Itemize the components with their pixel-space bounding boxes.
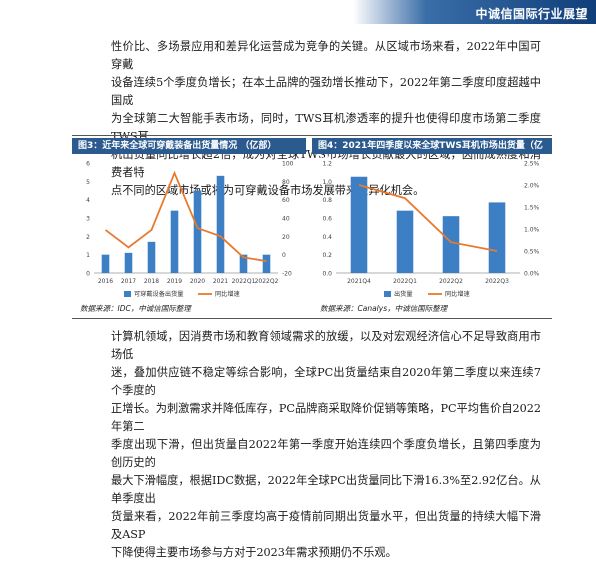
legend-bar-swatch bbox=[384, 291, 391, 297]
y2-tick-label: 100 bbox=[282, 161, 294, 168]
x-tick-label: 2022Q1 bbox=[232, 278, 256, 285]
y2-tick-label: -20 bbox=[282, 271, 292, 278]
growth-line bbox=[104, 170, 267, 262]
y-tick-label: 4 bbox=[86, 197, 90, 204]
para2-line: 货量来看，2022年前三季度均高于疫情前同期出货量水平，但出货量的持续大幅下滑及… bbox=[111, 510, 541, 541]
x-tick-label: 2020 bbox=[190, 278, 205, 285]
legend-line-label: 同比增速 bbox=[445, 290, 470, 298]
bar bbox=[101, 254, 110, 273]
y-tick-label: 1 bbox=[86, 252, 90, 259]
y2-tick-label: 60 bbox=[282, 197, 290, 204]
x-tick-label: 2021Q4 bbox=[347, 278, 371, 285]
y2-tick-label: 2.0% bbox=[524, 183, 540, 190]
legend-bar-swatch bbox=[124, 291, 131, 297]
y-tick-label: 1.2 bbox=[322, 161, 332, 168]
wearables-shipment-chart: 0 1 2 3 4 5 6 -20 0 20 40 60 80 100 2016 2017 2018 2019 20… bbox=[86, 161, 294, 299]
y2-tick-label: 1.0% bbox=[524, 227, 540, 234]
y2-tick-label: 2.5% bbox=[524, 161, 540, 168]
bar bbox=[193, 190, 202, 273]
para2-line: 迷，叠加供应链不稳定等综合影响，全球PC出货量结束自2020年第二季度以来连续7… bbox=[111, 366, 541, 397]
y2-tick-label: 80 bbox=[282, 179, 290, 186]
y-tick-label: 0.4 bbox=[322, 234, 332, 241]
para2-line: 季度出现下滑，但出货量自2022年第一季度开始连续四个季度负增长，且第四季度为创… bbox=[111, 438, 541, 469]
figure3-source: 数据来源：IDC，中诚信国际整理 bbox=[80, 304, 191, 313]
y2-tick-label: 0.5% bbox=[524, 249, 540, 256]
growth-line bbox=[358, 184, 498, 252]
y-tick-label: 1.0 bbox=[322, 179, 332, 186]
bar bbox=[239, 254, 248, 273]
y-tick-label: 6 bbox=[86, 161, 90, 168]
x-tick-label: 2022Q2 bbox=[439, 278, 463, 285]
para2-line: 正增长。为刺激需求并降低库存，PC品牌商采取降价促销等策略，PC平均售价自202… bbox=[111, 402, 541, 433]
y-tick-label: 0.0 bbox=[322, 271, 332, 278]
x-tick-label: 2022Q3 bbox=[485, 278, 509, 285]
y-tick-label: 3 bbox=[86, 216, 90, 223]
figure-container: 图3：近年来全球可穿戴装备出货量情况 （亿部） 图4：2021年四季度以来全球T… bbox=[72, 135, 552, 319]
figure4-source: 数据来源：Canalys，中诚信国际整理 bbox=[320, 304, 448, 313]
header-title: 中诚信国际行业展望 bbox=[475, 7, 588, 21]
y-tick-label: 0.6 bbox=[322, 216, 332, 223]
bar bbox=[442, 216, 460, 273]
bar bbox=[216, 175, 225, 273]
x-tick-label: 2018 bbox=[144, 278, 159, 285]
paragraph-pc: 计算机领域，因消费市场和教育领域需求的放缓，以及对宏观经济信心不足导致商用市场低… bbox=[111, 328, 541, 562]
y2-tick-label: 40 bbox=[282, 216, 290, 223]
paragraph-regional: 性价比、多场景应用和差异化运营成为竞争的关键。从区域市场来看，2022年中国可穿… bbox=[111, 38, 541, 200]
legend-line-label: 同比增速 bbox=[215, 290, 240, 298]
bar bbox=[262, 254, 271, 273]
para2-line: 计算机领域，因消费市场和教育领域需求的放缓，以及对宏观经济信心不足导致商用市场低 bbox=[111, 330, 541, 361]
legend-bar-label: 可穿戴设备出货量 bbox=[134, 290, 184, 298]
x-tick-label: 2017 bbox=[121, 278, 136, 285]
y2-tick-label: 0 bbox=[282, 252, 286, 259]
figure3-title: 图3：近年来全球可穿戴装备出货量情况 （亿部） bbox=[72, 138, 306, 154]
y-tick-label: 5 bbox=[86, 179, 90, 186]
y-tick-label: 2 bbox=[86, 234, 90, 241]
y-tick-label: 0 bbox=[86, 271, 90, 278]
para2-line: 下降使得主要市场参与方对于2023年需求预期仍不乐观。 bbox=[111, 546, 397, 559]
y-tick-label: 0.8 bbox=[322, 197, 332, 204]
y2-tick-label: 20 bbox=[282, 234, 290, 241]
x-tick-label: 2021 bbox=[213, 278, 228, 285]
y-tick-label: 0.2 bbox=[322, 252, 332, 259]
bar bbox=[147, 241, 156, 273]
bar bbox=[170, 210, 179, 273]
x-tick-label: 2022Q1 bbox=[393, 278, 417, 285]
bar bbox=[488, 202, 506, 273]
para1-line: 点不同的区域市场或将为可穿戴设备市场发展带来差异化机会。 bbox=[111, 184, 425, 197]
y2-tick-label: 0.0% bbox=[524, 271, 540, 278]
bar bbox=[124, 252, 133, 273]
y2-tick-label: 1.5% bbox=[524, 205, 540, 212]
tws-shipment-chart: 0.0 0.2 0.4 0.6 0.8 1.0 1.2 0.0% 0.5% 1.0% 1.5% 2.0… bbox=[322, 161, 540, 299]
header-band: 中诚信国际行业展望 bbox=[353, 0, 596, 24]
para1-line: 性价比、多场景应用和差异化运营成为竞争的关键。从区域市场来看，2022年中国可穿… bbox=[111, 40, 541, 71]
figure4-title: 图4：2021年四季度以来全球TWS耳机市场出货量（亿台） bbox=[312, 138, 552, 167]
bar bbox=[350, 176, 368, 273]
para1-line: 设备连续5个季度负增长；在本土品牌的强劲增长推动下，2022年第二季度印度超越中… bbox=[111, 76, 541, 107]
x-tick-label: 2019 bbox=[167, 278, 182, 285]
x-tick-label: 2022Q2 bbox=[255, 278, 279, 285]
para2-line: 最大下滑幅度，根据IDC数据，2022年全球PC出货量同比下滑16.3%至2.9… bbox=[111, 474, 541, 505]
bar bbox=[396, 210, 414, 273]
legend-bar-label: 出货量 bbox=[394, 290, 413, 298]
x-tick-label: 2016 bbox=[98, 278, 113, 285]
